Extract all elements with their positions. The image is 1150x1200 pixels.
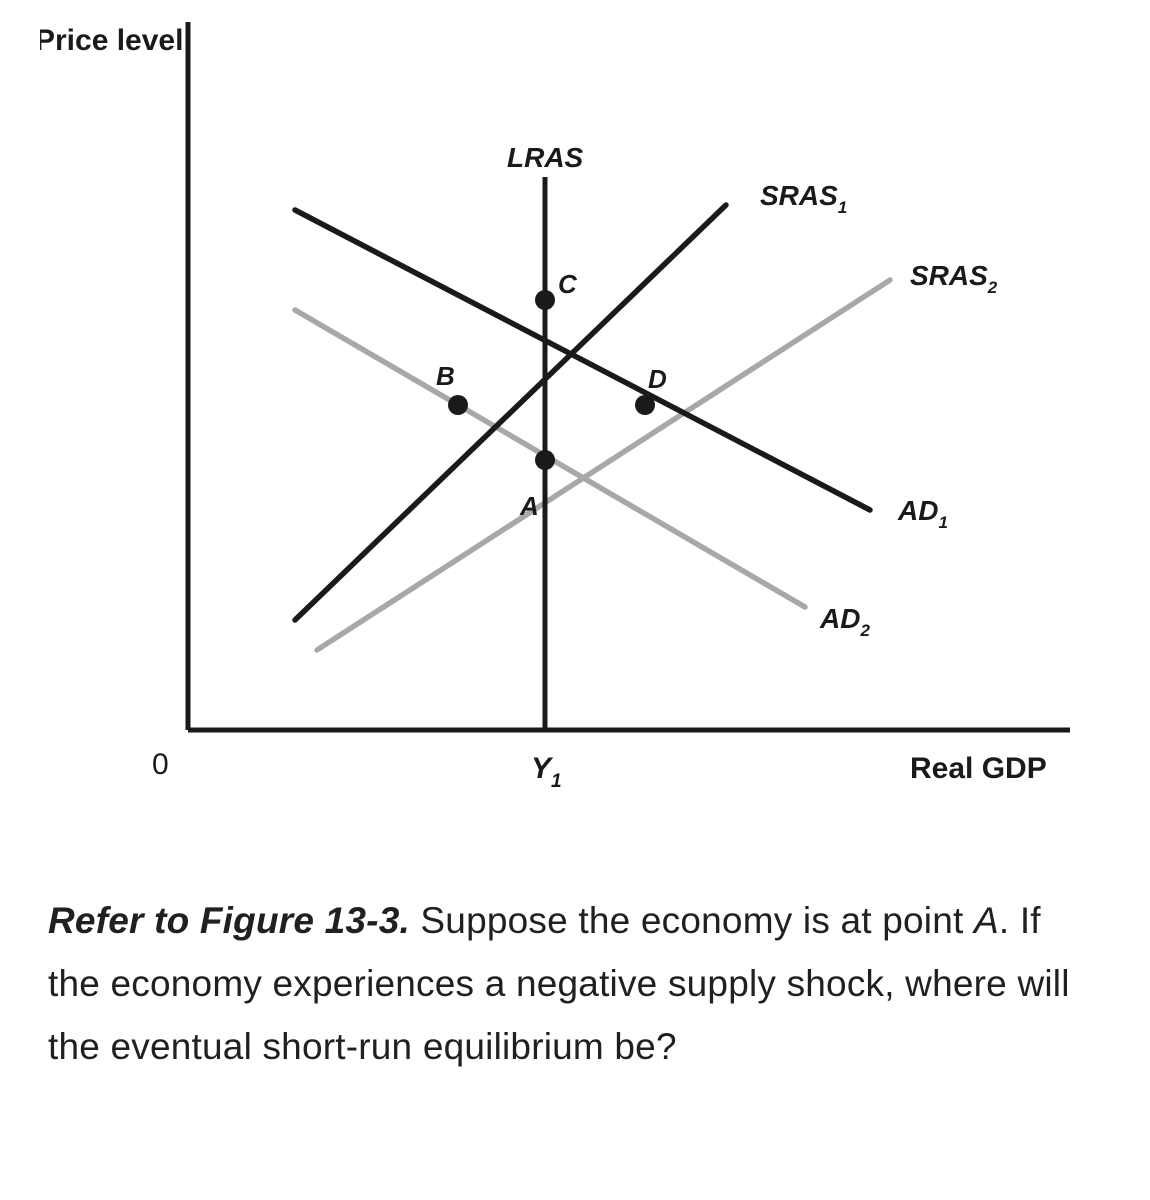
svg-text:D: D [648,364,667,394]
svg-text:AD2: AD2 [819,603,870,640]
svg-text:A: A [519,491,539,521]
svg-text:0: 0 [152,748,169,781]
ad-as-diagram: Price level Real GDP 0 AD1 AD2 SRAS1 SRAS2 LRAS… [40,10,1110,830]
svg-text:LRAS: LRAS [507,142,584,173]
svg-text:Y1: Y1 [531,752,562,792]
svg-text:Real GDP: Real GDP [910,752,1047,785]
question-text: Refer to Figure 13-3. Suppose the econom… [48,890,1102,1079]
question-lead: Refer to Figure 13-3. [48,900,410,941]
svg-text:Price level: Price level [40,24,183,57]
svg-text:AD1: AD1 [897,495,948,532]
svg-text:SRAS1: SRAS1 [760,180,847,217]
svg-text:C: C [558,269,578,299]
svg-text:SRAS2: SRAS2 [910,260,998,297]
question-point-ref: A [974,900,999,941]
svg-text:B: B [436,361,455,391]
question-body-1: Suppose the economy is at point [410,900,974,941]
